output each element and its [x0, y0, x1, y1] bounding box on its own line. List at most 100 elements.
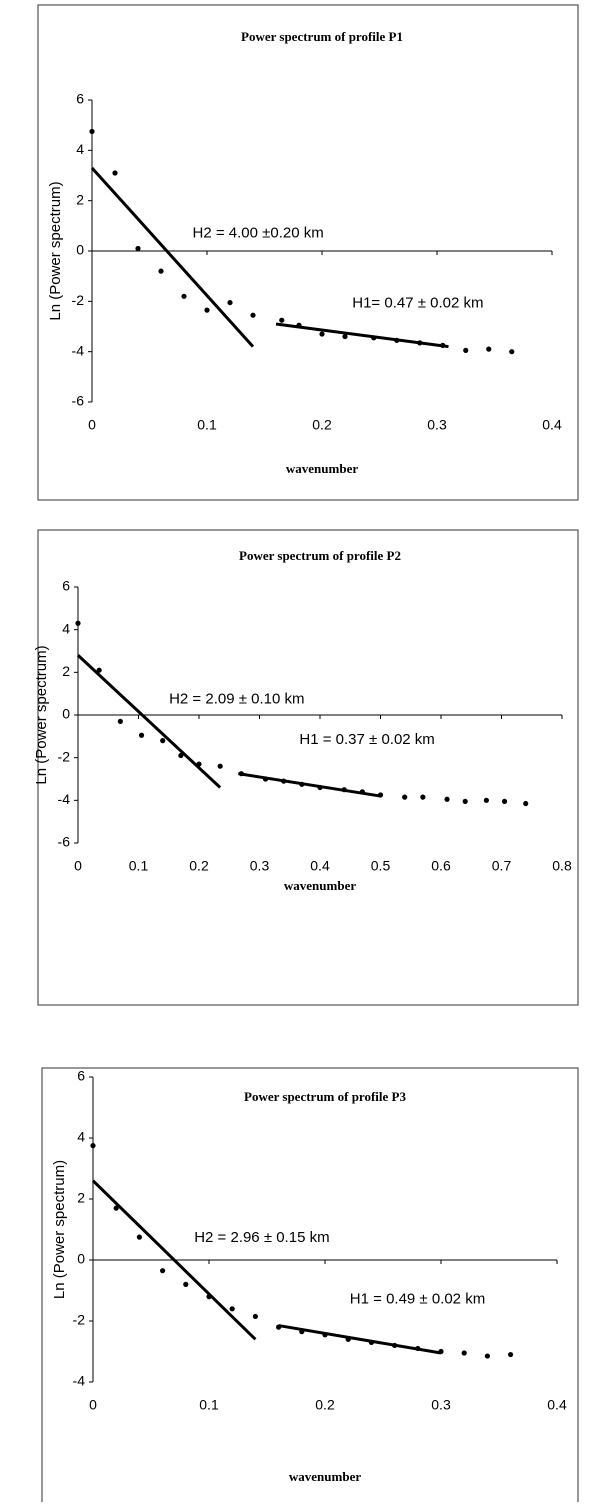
point: [319, 331, 325, 337]
chart-title: Power spectrum of profile P2: [239, 548, 401, 563]
point: [89, 128, 95, 135]
fit-line: [91, 1179, 257, 1341]
y-tick-label: 0: [76, 242, 84, 258]
x-tick-label: 0.3: [427, 417, 447, 433]
x-tick-label: 0.4: [547, 1397, 567, 1413]
point: [296, 322, 302, 328]
x-tick-label: 0.6: [431, 858, 451, 874]
point: [160, 738, 166, 744]
point: [484, 1353, 490, 1359]
point: [181, 293, 187, 299]
annotation: H1 = 0.37 ± 0.02 km: [299, 731, 434, 748]
point: [196, 761, 202, 767]
x-tick-label: 0.7: [492, 858, 512, 874]
y-tick-label: 6: [76, 91, 84, 107]
point: [483, 797, 489, 803]
point: [183, 1281, 189, 1287]
fit-line: [90, 166, 255, 348]
point: [227, 299, 233, 306]
point: [317, 784, 323, 791]
annotation: H1= 0.47 ± 0.02 km: [352, 294, 483, 311]
y-tick-label: 6: [77, 1068, 85, 1084]
point: [250, 312, 256, 318]
annotation: H2 = 2.96 ± 0.15 km: [194, 1229, 329, 1246]
fit-line: [278, 1324, 442, 1355]
x-tick-label: 0.8: [552, 858, 572, 874]
point: [90, 1143, 96, 1149]
annotation: H2 = 4.00 ±0.20 km: [193, 224, 324, 241]
y-tick-label: 4: [77, 1129, 85, 1145]
point: [341, 787, 347, 793]
point: [359, 789, 365, 795]
point: [509, 349, 515, 355]
point: [160, 1268, 166, 1274]
point: [377, 792, 384, 798]
chart-title: Power spectrum of profile P3: [244, 1089, 406, 1104]
point: [279, 317, 285, 323]
chart-frame: [41, 1067, 579, 1507]
point: [138, 732, 145, 738]
point: [299, 1329, 305, 1335]
point: [523, 800, 529, 807]
point: [463, 347, 469, 354]
point: [462, 798, 468, 805]
point: [96, 667, 102, 673]
annotation: H1 = 0.49 ± 0.02 km: [350, 1290, 485, 1307]
point: [420, 794, 426, 800]
y-tick-label: 4: [62, 620, 70, 636]
point: [501, 798, 508, 805]
x-tick-label: 0.3: [431, 1397, 451, 1413]
point: [440, 342, 446, 348]
point: [415, 1345, 421, 1352]
point: [322, 1332, 328, 1338]
point: [204, 307, 210, 313]
point: [117, 718, 123, 725]
point: [136, 1234, 142, 1240]
y-tick-label: 0: [62, 706, 70, 722]
point: [281, 778, 287, 784]
fit-line: [238, 772, 381, 798]
x-tick-label: 0.2: [312, 417, 332, 433]
point: [299, 781, 305, 787]
chart: Power spectrum of profile P1 wavenumber Ln…: [37, 4, 579, 501]
point: [158, 268, 164, 274]
point: [402, 794, 408, 800]
y-tick-label: 2: [62, 663, 70, 679]
y-axis-label: Ln (Power spectrum): [33, 645, 50, 784]
point: [417, 340, 423, 346]
point: [75, 620, 81, 626]
chart: Power spectrum of profile P3 wavenumber Ln…: [41, 1067, 579, 1507]
y-tick-label: -2: [58, 748, 71, 764]
point: [112, 170, 118, 176]
point: [392, 1342, 398, 1348]
y-axis-label: Ln (Power spectrum): [51, 1160, 68, 1299]
point: [206, 1294, 212, 1300]
x-axis-label: wavenumber: [286, 461, 358, 476]
y-tick-label: 2: [76, 191, 84, 207]
x-tick-label: 0: [74, 858, 82, 874]
point: [262, 776, 269, 782]
x-tick-label: 0: [88, 417, 96, 433]
x-axis-label: wavenumber: [289, 1469, 361, 1484]
x-tick-label: 0.1: [199, 1397, 219, 1413]
x-tick-label: 0.1: [129, 858, 149, 874]
y-tick-label: -4: [58, 791, 71, 807]
y-tick-label: -4: [72, 342, 85, 358]
point: [486, 346, 492, 352]
point: [371, 335, 377, 341]
point: [135, 245, 141, 252]
fit-line: [275, 322, 449, 349]
x-tick-label: 0.4: [310, 858, 330, 874]
y-tick-label: -2: [72, 292, 85, 308]
point: [461, 1350, 467, 1356]
y-tick-label: 6: [62, 578, 70, 594]
y-tick-label: -6: [58, 834, 71, 850]
point: [217, 763, 223, 769]
y-axis-label: Ln (Power spectrum): [47, 181, 64, 320]
y-tick-label: -6: [72, 393, 85, 409]
point: [238, 771, 244, 777]
y-tick-label: -4: [73, 1373, 86, 1389]
point: [508, 1351, 514, 1358]
x-tick-label: 0.2: [315, 1397, 335, 1413]
